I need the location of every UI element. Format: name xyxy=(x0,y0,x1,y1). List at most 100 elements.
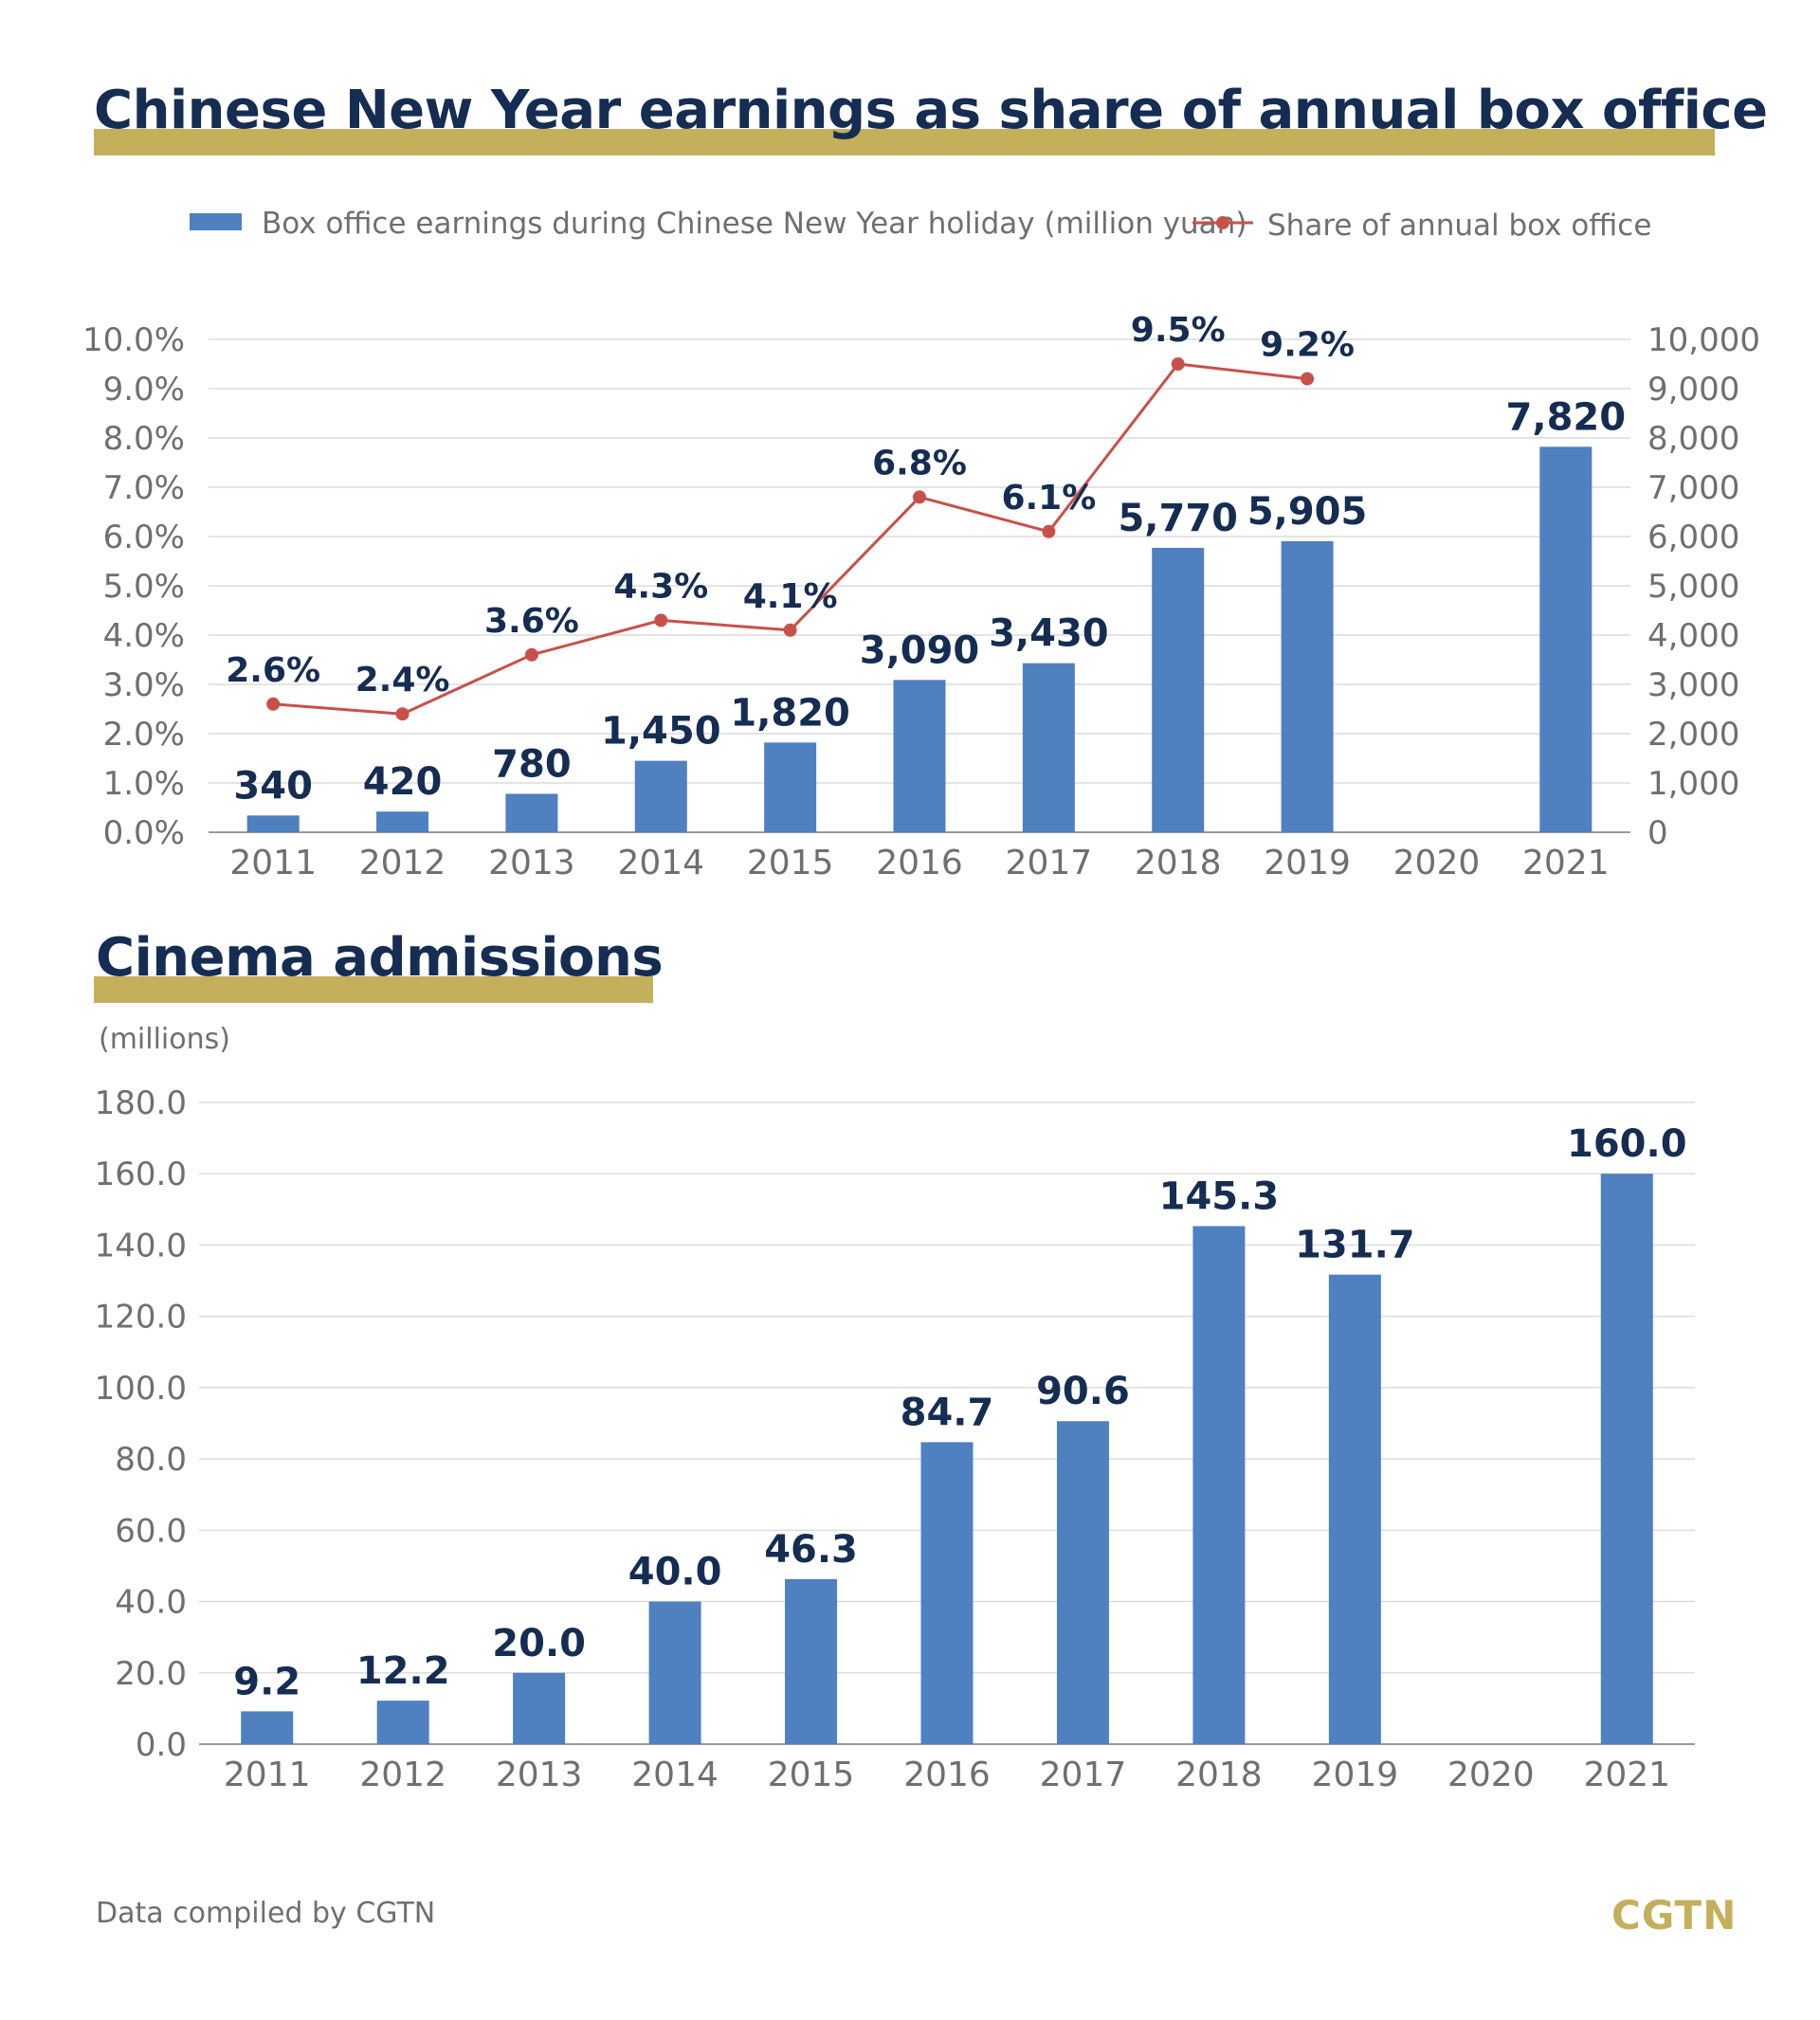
right-tick-label: 6,000 xyxy=(1647,519,1739,556)
share-label-2016: 6.8% xyxy=(872,444,967,482)
bar-earnings-2015 xyxy=(764,742,817,832)
bar-earnings-2014 xyxy=(634,760,687,832)
bar-admissions-2018 xyxy=(1192,1226,1246,1744)
chart2-y-axis: 0.0 20.0 40.0 60.0 80.0 100.0 120.0 140.0 160.0 1… xyxy=(95,1084,187,1764)
bar-earnings-2018 xyxy=(1152,547,1205,832)
share-label-2019: 9.2% xyxy=(1260,326,1355,365)
right-tick-label: 7,000 xyxy=(1647,469,1739,507)
bar-label-earnings-2021: 7,820 xyxy=(1506,395,1627,439)
chart1-gridlines xyxy=(209,338,1630,833)
left-tick-label: 5.0% xyxy=(103,568,185,606)
x-tick-label: 2012 xyxy=(359,844,446,883)
x-tick-label: 2021 xyxy=(1583,1756,1670,1794)
bar-earnings-2017 xyxy=(1022,663,1075,832)
share-label-2011: 2.6% xyxy=(226,651,320,690)
bar-label-admissions-2014: 40.0 xyxy=(628,1551,722,1594)
bar-label-earnings-2012: 420 xyxy=(363,760,443,804)
legend-swatch-bar xyxy=(190,213,242,230)
y-tick-label: 80.0 xyxy=(115,1441,187,1479)
share-point-2013 xyxy=(524,647,538,662)
share-point-2014 xyxy=(654,613,668,628)
bar-label-earnings-2013: 780 xyxy=(492,742,572,786)
legend-label-earnings: Box office earnings during Chinese New Y… xyxy=(262,207,1247,241)
chart1-x-axis: 2011 2012 2013 2014 2015 2016 2017 2018 2019 2020… xyxy=(229,844,1609,883)
right-tick-label: 1,000 xyxy=(1647,765,1739,803)
share-label-2017: 6.1% xyxy=(1001,479,1096,518)
chart2-unit-label: (millions) xyxy=(99,1023,230,1056)
bar-label-earnings-2017: 3,430 xyxy=(989,612,1109,656)
left-tick-label: 9.0% xyxy=(103,371,185,409)
legend-label-share: Share of annual box office xyxy=(1267,209,1651,243)
x-tick-label: 2016 xyxy=(876,844,963,883)
bar-label-earnings-2018: 5,770 xyxy=(1118,497,1238,540)
x-tick-label: 2020 xyxy=(1447,1756,1535,1794)
right-tick-label: 8,000 xyxy=(1647,420,1739,458)
right-tick-label: 0 xyxy=(1647,814,1668,852)
right-tick-label: 5,000 xyxy=(1647,568,1739,606)
chart1-legend: Box office earnings during Chinese New Y… xyxy=(190,207,1651,243)
bar-label-admissions-2012: 12.2 xyxy=(356,1649,450,1693)
share-label-2014: 4.3% xyxy=(613,567,708,606)
bar-admissions-2011 xyxy=(241,1711,294,1744)
chart2-title-underline xyxy=(94,976,653,1003)
share-point-2017 xyxy=(1042,524,1056,538)
x-tick-label: 2012 xyxy=(359,1756,446,1794)
y-tick-label: 140.0 xyxy=(95,1227,187,1265)
y-tick-label: 160.0 xyxy=(95,1156,187,1193)
share-point-2015 xyxy=(783,623,797,637)
bar-earnings-2019 xyxy=(1281,540,1334,832)
cgtn-logo: CGTN xyxy=(1611,1892,1738,1938)
share-point-2012 xyxy=(395,707,410,721)
chart1-right-axis: 0 1,000 2,000 3,000 4,000 5,000 6,000 7,000 8,00… xyxy=(1647,321,1760,852)
bar-admissions-2014 xyxy=(648,1601,701,1744)
x-tick-label: 2014 xyxy=(617,844,704,883)
right-tick-label: 10,000 xyxy=(1647,321,1760,359)
x-tick-label: 2014 xyxy=(631,1756,719,1794)
bar-label-earnings-2016: 3,090 xyxy=(860,628,980,672)
y-tick-label: 100.0 xyxy=(95,1370,187,1408)
bar-admissions-2019 xyxy=(1328,1274,1381,1744)
legend-swatch-marker xyxy=(1216,216,1229,229)
chart2-title: Cinema admissions xyxy=(96,927,664,989)
left-tick-label: 8.0% xyxy=(103,420,185,458)
bar-earnings-2021 xyxy=(1539,446,1592,832)
bar-earnings-2012 xyxy=(376,811,429,832)
x-tick-label: 2013 xyxy=(488,844,575,883)
right-tick-label: 4,000 xyxy=(1647,617,1739,655)
bar-admissions-2015 xyxy=(785,1578,838,1744)
bar-label-earnings-2015: 1,820 xyxy=(730,691,850,735)
share-label-2018: 9.5% xyxy=(1131,311,1226,350)
bar-label-admissions-2011: 9.2 xyxy=(233,1660,300,1703)
share-point-2011 xyxy=(266,697,281,711)
bar-label-earnings-2014: 1,450 xyxy=(601,710,721,754)
share-label-2012: 2.4% xyxy=(355,661,450,700)
right-tick-label: 9,000 xyxy=(1647,371,1739,409)
x-tick-label: 2011 xyxy=(224,1756,311,1794)
x-tick-label: 2011 xyxy=(229,844,317,883)
bar-label-admissions-2016: 84.7 xyxy=(901,1391,994,1434)
source-note: Data compiled by CGTN xyxy=(96,1897,436,1930)
left-tick-label: 2.0% xyxy=(103,716,185,754)
chart1-title-underline xyxy=(94,129,1715,155)
x-tick-label: 2017 xyxy=(1040,1756,1127,1794)
left-tick-label: 6.0% xyxy=(103,519,185,556)
bar-admissions-2012 xyxy=(376,1701,429,1744)
chart1-title: Chinese New Year earnings as share of an… xyxy=(94,80,1768,141)
x-tick-label: 2015 xyxy=(768,1756,855,1794)
y-tick-label: 0.0 xyxy=(136,1726,187,1764)
left-tick-label: 7.0% xyxy=(103,469,185,507)
share-label-2015: 4.1% xyxy=(743,577,838,616)
bar-label-earnings-2011: 340 xyxy=(233,764,313,808)
bar-admissions-2016 xyxy=(920,1442,974,1744)
chart2-bars: 9.2 12.2 20.0 40.0 46.3 84.7 90.6 145.3 131.7 160… xyxy=(233,1122,1687,1744)
share-point-2018 xyxy=(1171,357,1185,371)
right-tick-label: 2,000 xyxy=(1647,716,1739,754)
bar-label-admissions-2018: 145.3 xyxy=(1159,1175,1280,1219)
x-tick-label: 2016 xyxy=(903,1756,991,1794)
x-tick-label: 2019 xyxy=(1312,1756,1399,1794)
x-tick-label: 2017 xyxy=(1006,844,1093,883)
chart1-svg: Box office earnings during Chinese New Y… xyxy=(82,207,1760,883)
x-tick-label: 2015 xyxy=(747,844,834,883)
x-tick-label: 2018 xyxy=(1135,844,1222,883)
